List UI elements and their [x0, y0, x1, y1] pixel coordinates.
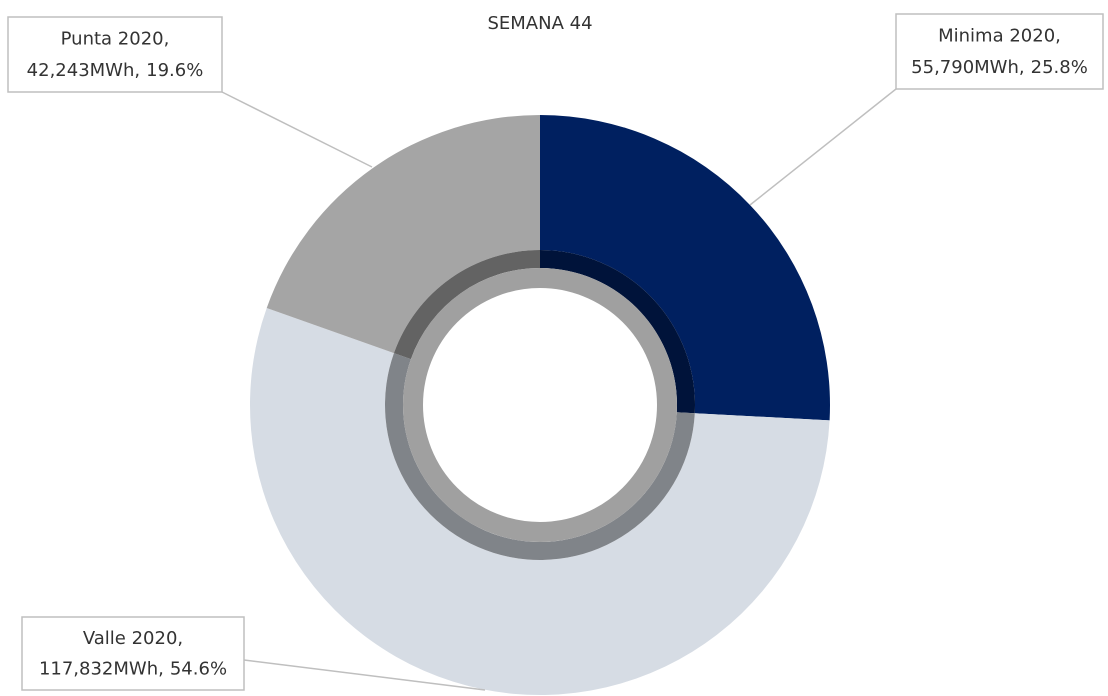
label-name: Punta 2020, [61, 29, 170, 50]
leader-line [221, 91, 373, 168]
label-box [7, 16, 223, 93]
slice [250, 307, 830, 695]
slice-shadow [540, 250, 695, 414]
slices [250, 115, 831, 695]
leader-line [749, 88, 897, 206]
label-values: 42,243MWh, 19.6% [27, 60, 204, 81]
slice-shadow [393, 249, 540, 360]
leader-line [243, 659, 486, 691]
percent-label: 25.8% [1031, 57, 1088, 78]
labels: Minima 2020, 55,790MWh, 25.8% Valle 2020, 11… [7, 13, 1104, 691]
label-name: Valle 2020, [83, 628, 183, 649]
label-name: Minima 2020, [938, 26, 1061, 47]
label-values: 55,790MWh, 25.8% [911, 57, 1088, 78]
slice [266, 115, 540, 354]
label-box [21, 616, 245, 691]
label-box [895, 13, 1104, 90]
percent-label: 19.6% [146, 60, 203, 81]
value-label: 42,243MWh, [27, 60, 140, 81]
inner-ring [403, 268, 677, 542]
percent-label: 54.6% [170, 659, 227, 680]
value-label: 55,790MWh, [911, 57, 1024, 78]
chart-title: SEMANA 44 [487, 13, 592, 34]
label-values: 117,832MWh, 54.6% [39, 659, 227, 680]
slice [540, 115, 831, 421]
value-label: 117,832MWh, [39, 659, 164, 680]
